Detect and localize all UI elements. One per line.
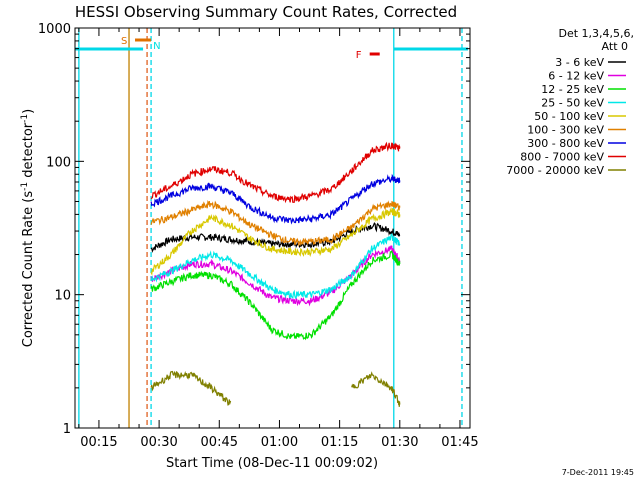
x-tick-label: 01:45 bbox=[441, 435, 478, 450]
y-axis-label-sup: -1 bbox=[20, 182, 30, 191]
legend-label: 3 - 6 keV bbox=[555, 56, 604, 69]
series-line bbox=[150, 250, 401, 341]
flag-bars: S N F bbox=[121, 36, 380, 61]
x-tick-label: 00:30 bbox=[140, 435, 177, 450]
y-tick-label: 1000 bbox=[38, 22, 71, 37]
legend-title: Det 1,3,4,5,6, bbox=[558, 27, 634, 40]
y-axis: 1 10 100 1000 bbox=[38, 22, 470, 437]
series-line bbox=[150, 207, 401, 276]
x-tick-label: 00:45 bbox=[201, 435, 238, 450]
series-line bbox=[150, 173, 401, 225]
y-axis-label-sup: -1 bbox=[20, 114, 30, 123]
legend-label: 25 - 50 keV bbox=[541, 97, 604, 110]
flag-label: N bbox=[153, 41, 160, 52]
legend-label: 300 - 800 keV bbox=[527, 137, 604, 150]
series-line bbox=[150, 233, 401, 299]
series-line bbox=[150, 199, 401, 248]
flag-label: S bbox=[121, 36, 127, 47]
x-axis: 00:15 00:30 00:45 01:00 01:15 01:30 01:45 bbox=[78, 28, 479, 450]
y-tick-label: 10 bbox=[54, 289, 71, 304]
y-axis-label: Corrected Count Rate (s-1 detector-1) bbox=[20, 109, 36, 347]
series-line bbox=[150, 370, 401, 407]
footer-date: 7-Dec-2011 19:45 bbox=[562, 468, 634, 477]
legend-label: 50 - 100 keV bbox=[534, 110, 604, 123]
series-lines bbox=[150, 141, 401, 407]
x-tick-label: 01:00 bbox=[261, 435, 298, 450]
x-tick-label: 01:15 bbox=[321, 435, 358, 450]
y-tick-label: 1 bbox=[63, 422, 71, 437]
x-axis-label: Start Time (08-Dec-11 00:09:02) bbox=[166, 456, 378, 471]
y-axis-label-part: ) bbox=[21, 109, 36, 114]
instrument-markers bbox=[75, 28, 468, 428]
y-axis-label-part: Corrected Count Rate (s bbox=[21, 191, 36, 348]
legend-label: 12 - 25 keV bbox=[541, 83, 604, 96]
legend-label: 7000 - 20000 keV bbox=[506, 164, 604, 177]
y-axis-label-part: detector bbox=[21, 122, 36, 182]
x-tick-label: 01:30 bbox=[381, 435, 418, 450]
flag-label: F bbox=[356, 50, 362, 61]
chart-title: HESSI Observing Summary Count Rates, Cor… bbox=[75, 3, 457, 21]
y-tick-label: 100 bbox=[46, 155, 71, 170]
plot-frame bbox=[74, 27, 471, 429]
legend-subtitle: Att 0 bbox=[602, 40, 628, 53]
x-tick-label: 00:15 bbox=[80, 435, 117, 450]
series-line bbox=[150, 141, 401, 204]
legend-label: 100 - 300 keV bbox=[527, 124, 604, 137]
legend-label: 800 - 7000 keV bbox=[520, 151, 604, 164]
legend-label: 6 - 12 keV bbox=[548, 70, 604, 83]
series-line bbox=[150, 245, 401, 307]
